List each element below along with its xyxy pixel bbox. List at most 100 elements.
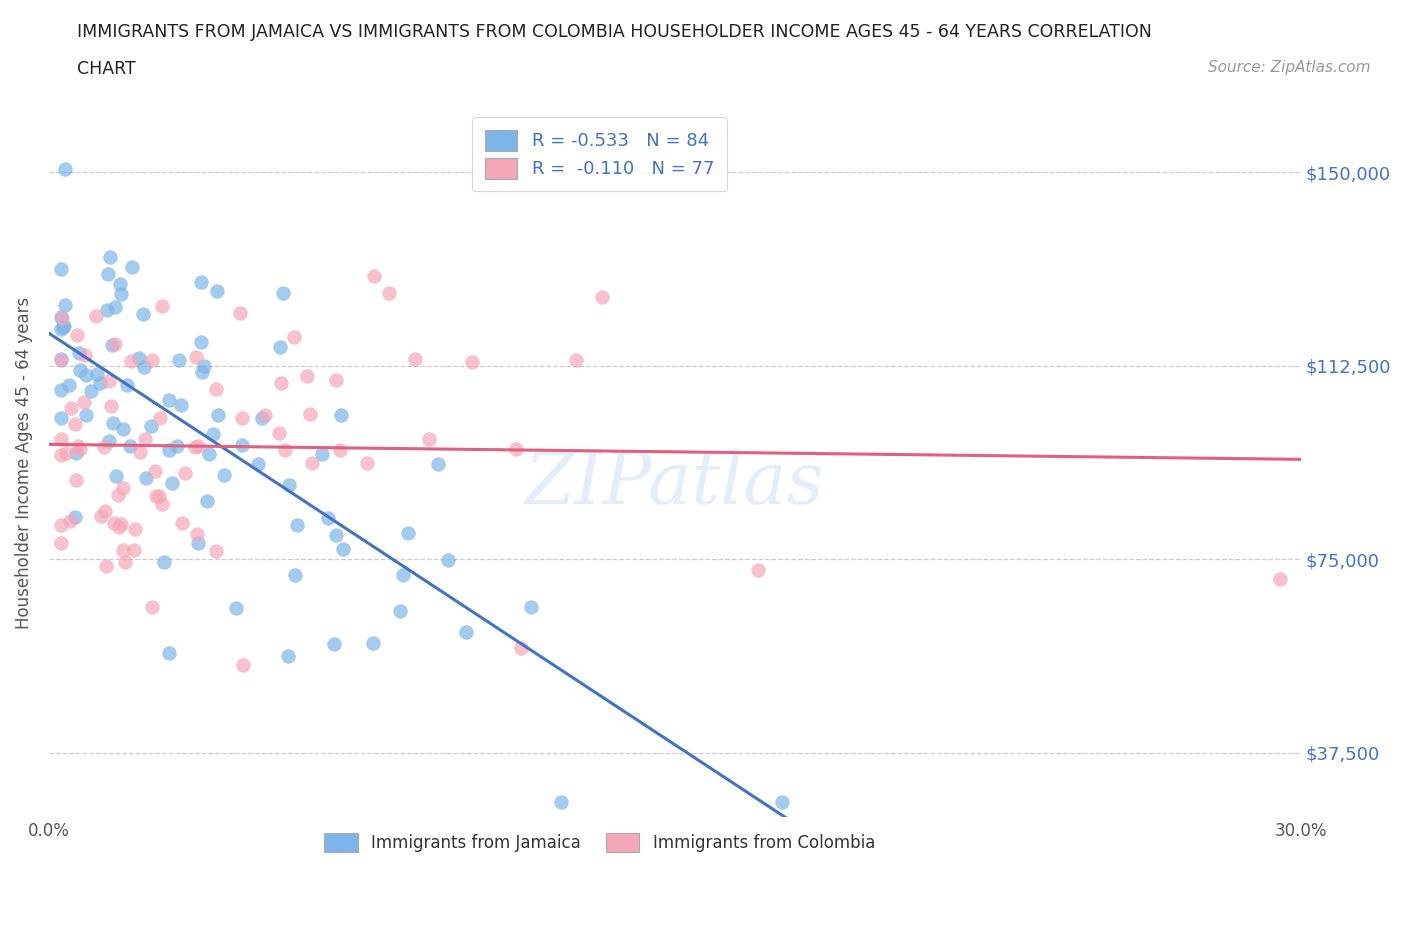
- Point: [190, 335, 212, 350]
- Point: [69, 363, 91, 378]
- Point: [195, 493, 218, 508]
- Point: [150, 497, 173, 512]
- Point: [170, 397, 193, 412]
- Point: [120, 353, 142, 368]
- Point: [65, 472, 87, 487]
- Point: [389, 604, 412, 618]
- Point: [299, 407, 322, 422]
- Point: [356, 455, 378, 470]
- Point: [187, 536, 209, 551]
- Point: [115, 378, 138, 392]
- Point: [104, 299, 127, 314]
- Point: [166, 439, 188, 454]
- Point: [94, 559, 117, 574]
- Point: [273, 286, 295, 300]
- Point: [59, 513, 82, 528]
- Text: ZIPatlas: ZIPatlas: [524, 448, 824, 519]
- Point: [73, 395, 96, 410]
- Point: [124, 521, 146, 536]
- Point: [205, 284, 228, 299]
- Point: [311, 446, 333, 461]
- Point: [90, 509, 112, 524]
- Point: [378, 286, 401, 300]
- Point: [149, 411, 172, 426]
- Point: [332, 541, 354, 556]
- Point: [66, 327, 89, 342]
- Point: [193, 358, 215, 373]
- Point: [51, 310, 73, 325]
- Point: [75, 367, 97, 382]
- Point: [157, 645, 180, 660]
- Point: [51, 352, 73, 366]
- Point: [107, 487, 129, 502]
- Point: [301, 456, 323, 471]
- Point: [184, 440, 207, 455]
- Point: [51, 411, 73, 426]
- Point: [63, 417, 86, 432]
- Point: [69, 442, 91, 457]
- Point: [391, 568, 413, 583]
- Point: [318, 511, 340, 525]
- Point: [278, 478, 301, 493]
- Point: [51, 382, 73, 397]
- Point: [97, 434, 120, 449]
- Point: [323, 636, 346, 651]
- Point: [94, 504, 117, 519]
- Point: [325, 528, 347, 543]
- Point: [129, 445, 152, 459]
- Point: [329, 407, 352, 422]
- Point: [1268, 572, 1291, 587]
- Point: [86, 367, 108, 382]
- Point: [51, 447, 73, 462]
- Point: [108, 277, 131, 292]
- Point: [232, 658, 254, 672]
- Point: [418, 432, 440, 446]
- Point: [141, 352, 163, 367]
- Point: [145, 488, 167, 503]
- Point: [53, 298, 76, 312]
- Point: [276, 649, 298, 664]
- Point: [108, 520, 131, 535]
- Point: [190, 274, 212, 289]
- Point: [122, 542, 145, 557]
- Point: [51, 322, 73, 337]
- Point: [454, 624, 477, 639]
- Point: [283, 330, 305, 345]
- Legend: Immigrants from Jamaica, Immigrants from Colombia: Immigrants from Jamaica, Immigrants from…: [318, 826, 882, 858]
- Point: [270, 376, 292, 391]
- Point: [329, 443, 352, 458]
- Point: [247, 457, 270, 472]
- Point: [231, 410, 253, 425]
- Point: [121, 259, 143, 274]
- Point: [51, 432, 73, 446]
- Point: [225, 601, 247, 616]
- Point: [51, 352, 73, 367]
- Point: [103, 516, 125, 531]
- Point: [427, 457, 450, 472]
- Point: [404, 352, 426, 366]
- Point: [550, 794, 572, 809]
- Point: [204, 381, 226, 396]
- Point: [75, 348, 97, 363]
- Point: [89, 375, 111, 390]
- Point: [565, 352, 588, 367]
- Point: [170, 516, 193, 531]
- Point: [96, 267, 118, 282]
- Point: [80, 383, 103, 398]
- Point: [396, 525, 419, 540]
- Point: [252, 411, 274, 426]
- Point: [132, 360, 155, 375]
- Point: [110, 286, 132, 301]
- Point: [63, 510, 86, 525]
- Point: [97, 374, 120, 389]
- Point: [60, 400, 83, 415]
- Point: [52, 319, 75, 334]
- Point: [128, 351, 150, 365]
- Point: [93, 440, 115, 455]
- Point: [104, 337, 127, 352]
- Point: [100, 399, 122, 414]
- Point: [51, 311, 73, 325]
- Point: [135, 471, 157, 485]
- Point: [363, 268, 385, 283]
- Point: [84, 308, 107, 323]
